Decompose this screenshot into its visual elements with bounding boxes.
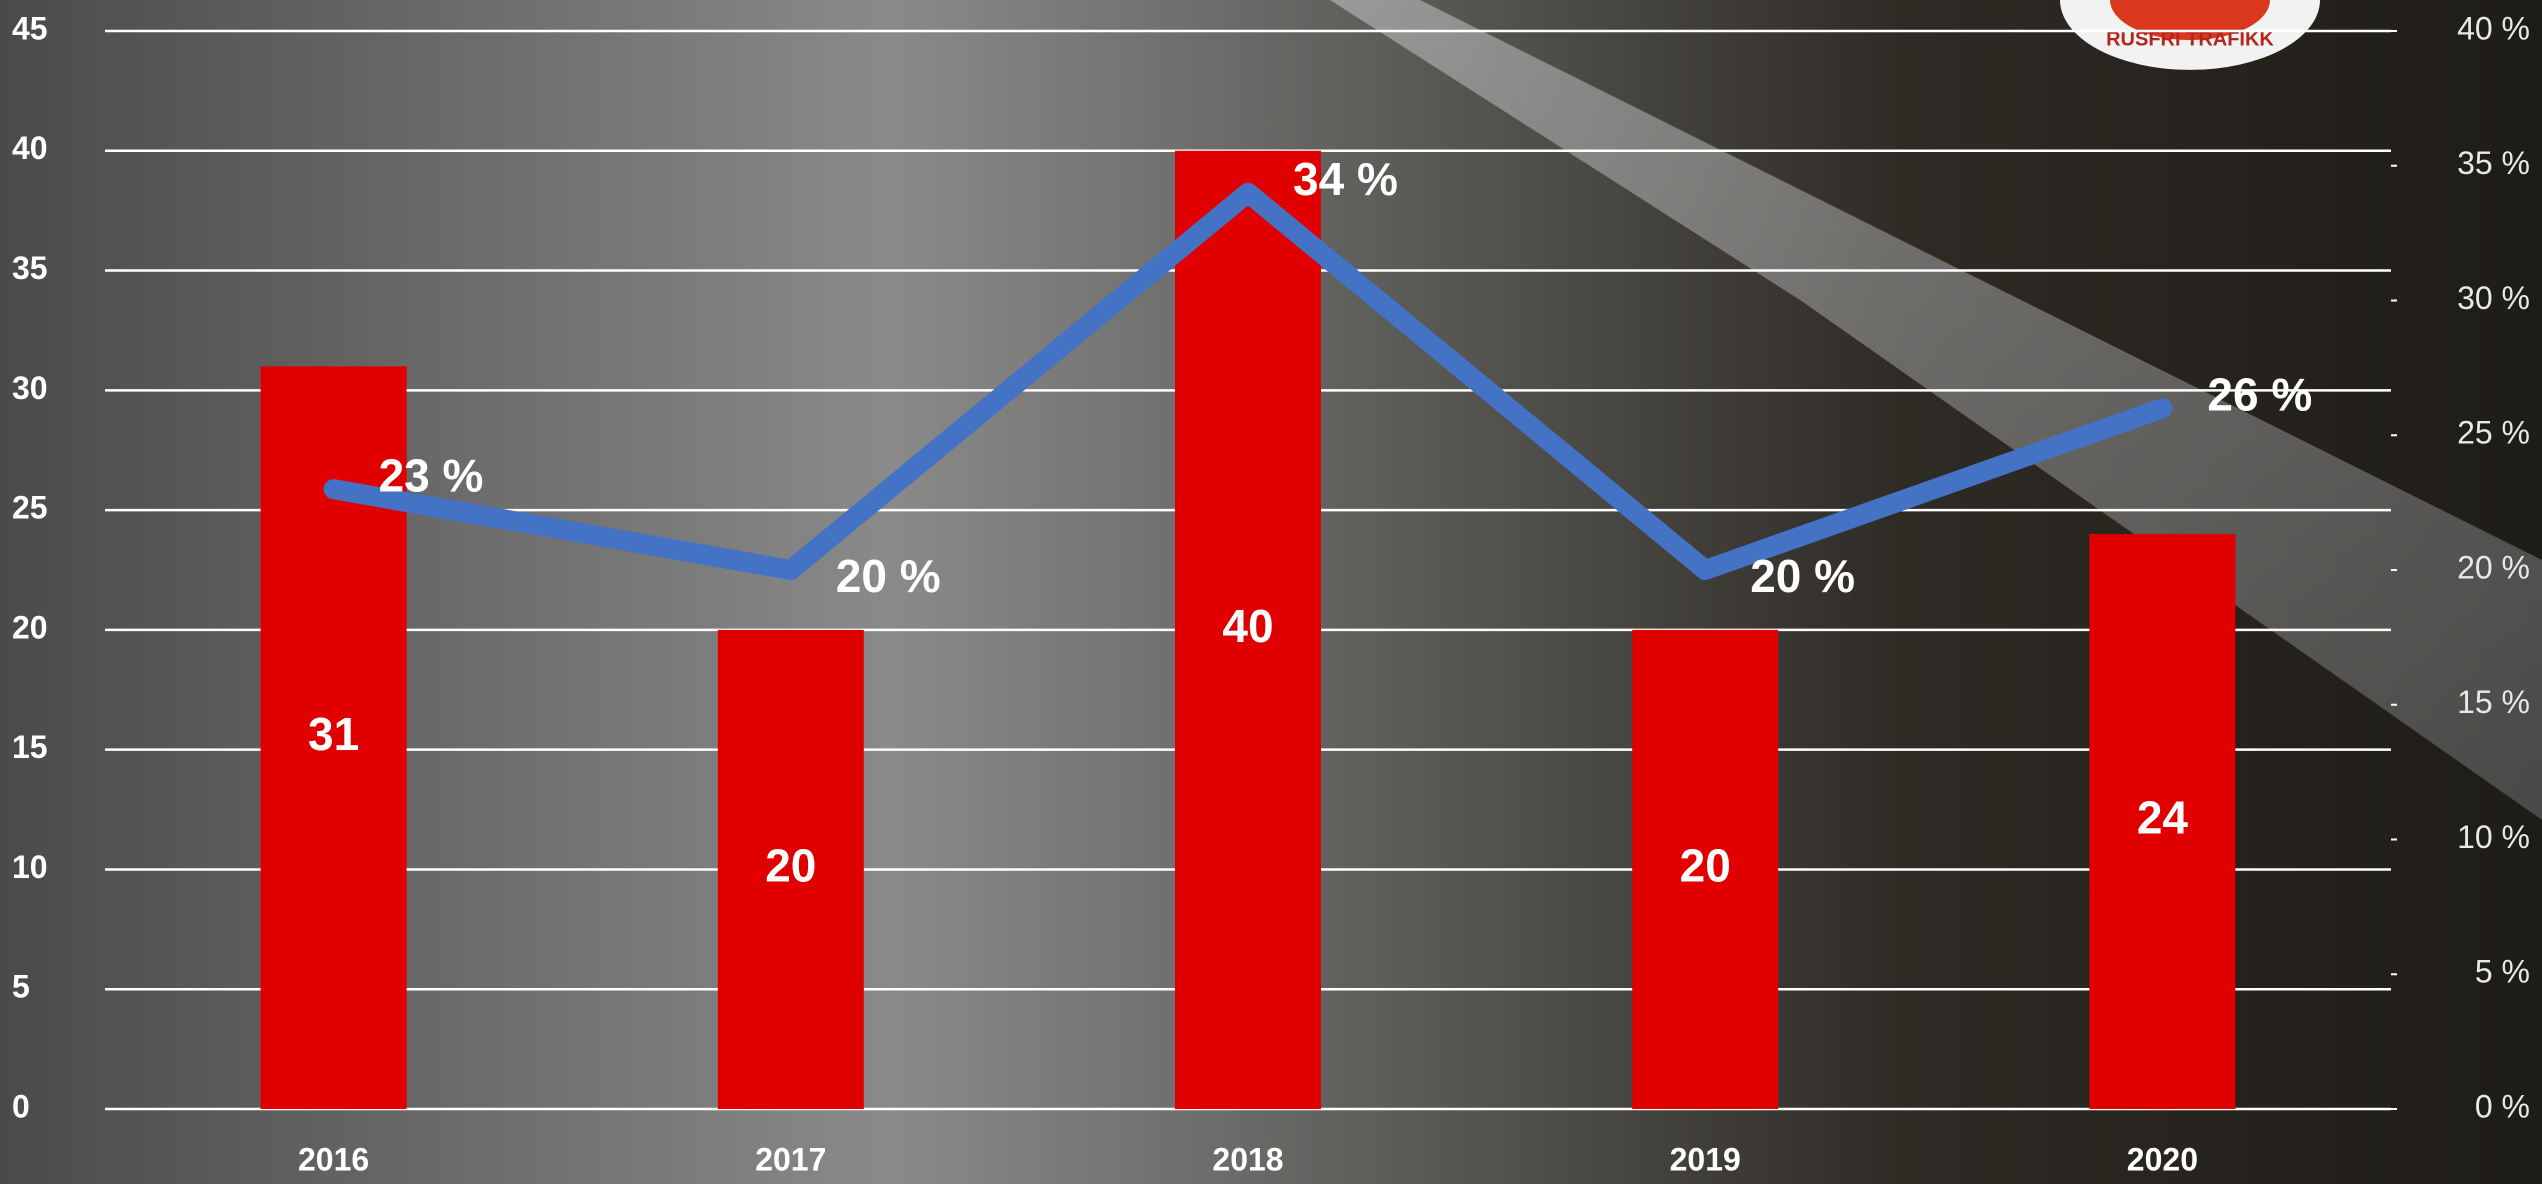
x-tick-label: 2019	[1670, 1141, 1741, 1177]
bar	[717, 629, 864, 1109]
bar	[1175, 150, 1321, 1109]
y2-tick-label: 0 %	[2475, 1088, 2530, 1124]
line-value-label: 20 %	[1750, 550, 1855, 602]
bar-value-label: 20	[1680, 840, 1731, 892]
bar	[2089, 534, 2236, 1109]
y-tick-label: 0	[12, 1088, 30, 1124]
y-tick-label: 35	[12, 250, 48, 286]
bar	[1632, 629, 1779, 1109]
line-value-label: 26 %	[2207, 368, 2312, 420]
y2-tick-label: 40 %	[2457, 10, 2530, 46]
y-tick-label: 25	[12, 490, 48, 526]
y-tick-label: 5	[12, 969, 30, 1005]
y-tick-label: 10	[12, 849, 48, 885]
x-tick-label: 2018	[1212, 1141, 1283, 1177]
y2-tick-label: 25 %	[2457, 415, 2530, 451]
bar-value-label: 24	[2137, 792, 2189, 844]
bar-value-label: 40	[1222, 600, 1273, 652]
y-tick-label: 15	[12, 729, 48, 765]
y-tick-label: 45	[12, 10, 48, 46]
y2-tick-label: 35 %	[2457, 145, 2530, 181]
x-tick-label: 2016	[298, 1141, 369, 1177]
x-tick-label: 2017	[755, 1141, 826, 1177]
y-tick-label: 20	[12, 609, 48, 645]
line-value-label: 34 %	[1293, 153, 1398, 205]
y-tick-label: 30	[12, 370, 48, 406]
y2-tick-label: 10 %	[2457, 819, 2530, 855]
y-tick-label: 40	[12, 130, 48, 166]
y2-tick-label: 20 %	[2457, 549, 2530, 585]
bar-value-label: 20	[765, 840, 816, 892]
x-tick-label: 2020	[2127, 1141, 2198, 1177]
y2-tick-label: 15 %	[2457, 684, 2530, 720]
y2-tick-label: 5 %	[2475, 954, 2530, 990]
y2-tick-label: 30 %	[2457, 280, 2530, 316]
line-value-label: 23 %	[379, 449, 484, 501]
line-value-label: 20 %	[836, 550, 941, 602]
logo-text: RUSFRI TRAFIKK	[2106, 28, 2274, 50]
line	[323, 182, 2173, 580]
bar-value-label: 31	[308, 708, 359, 760]
